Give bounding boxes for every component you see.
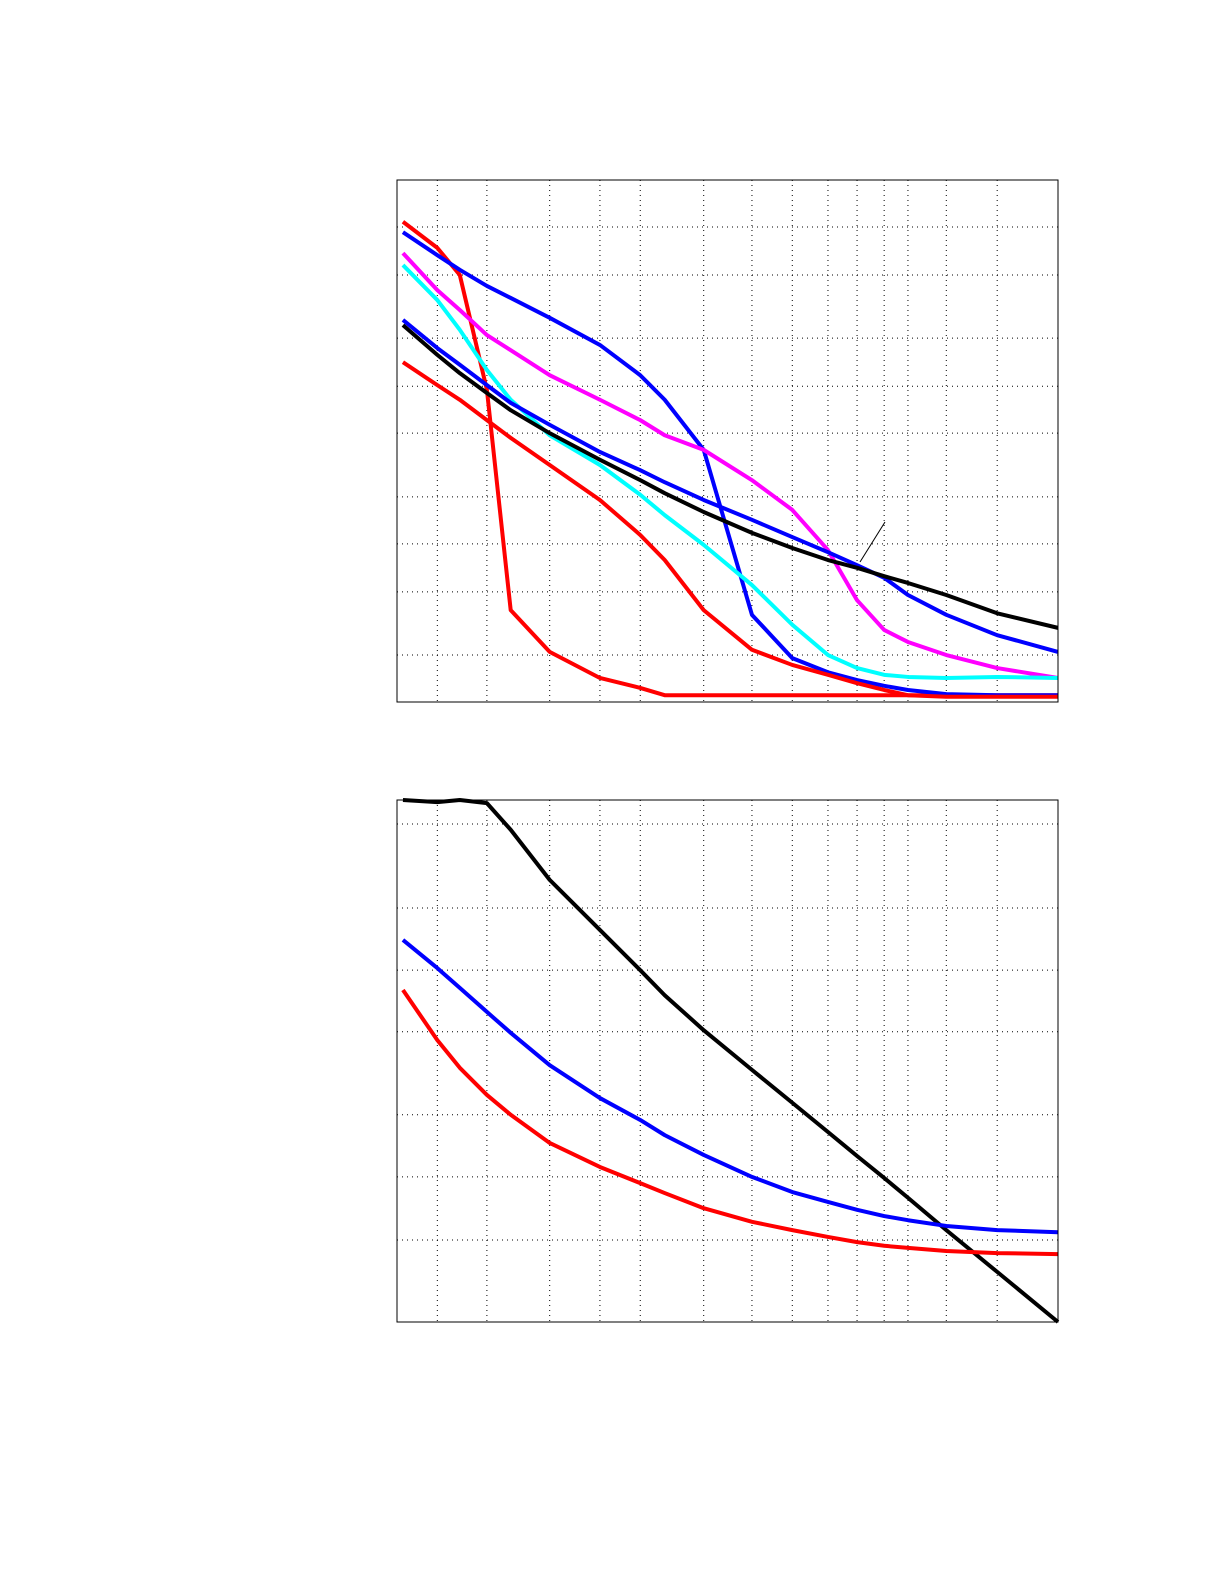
data-line (401, 251, 1059, 680)
data-line (401, 318, 1059, 654)
data-line (402, 798, 1060, 1324)
data-line (401, 263, 1059, 680)
data-line (401, 230, 1058, 698)
data-line (401, 360, 1058, 699)
plot-frame (396, 179, 1059, 703)
data-line (401, 988, 1059, 1257)
data-line (401, 323, 1059, 630)
data-line (401, 938, 1059, 1235)
leader-line (859, 521, 886, 563)
plot-frame (396, 799, 1059, 1323)
